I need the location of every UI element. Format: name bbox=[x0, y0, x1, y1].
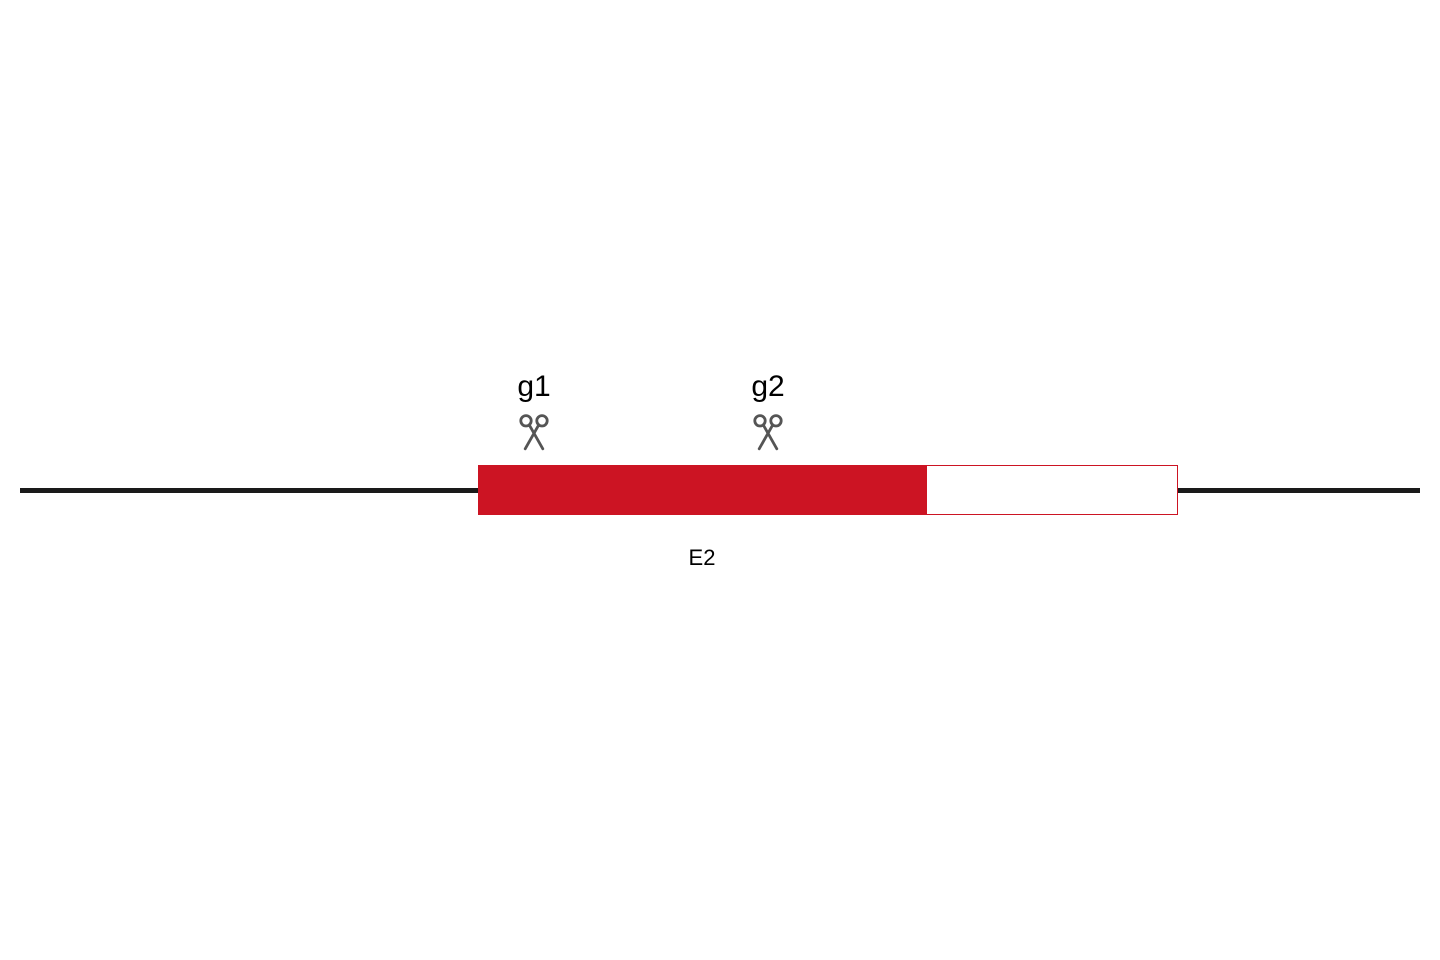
guide-label-g1: g1 bbox=[517, 370, 550, 404]
exon-outline-region bbox=[926, 465, 1178, 515]
exon-label: E2 bbox=[689, 545, 716, 571]
guide-label-g2: g2 bbox=[751, 370, 784, 404]
exon-filled-region bbox=[478, 465, 926, 515]
scissors-icon bbox=[748, 412, 788, 457]
scissors-icon bbox=[514, 412, 554, 457]
